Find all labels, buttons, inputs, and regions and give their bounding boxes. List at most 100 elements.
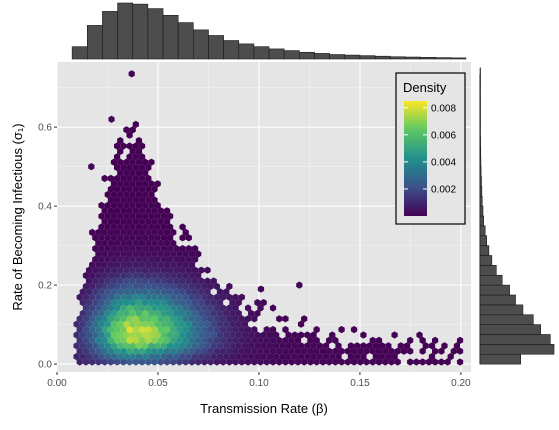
hex-cell (213, 347, 220, 355)
hex-cell (204, 299, 211, 307)
hex-cell (163, 218, 171, 226)
hex-cell (173, 353, 180, 361)
hex-cell (456, 358, 464, 366)
hex-cell (89, 347, 96, 355)
hex-cell (110, 266, 118, 274)
hex-cell (148, 320, 155, 328)
hex-cell (107, 239, 114, 247)
hex-cell (438, 358, 445, 366)
hex-cell (104, 342, 111, 350)
hex-cell (95, 239, 102, 247)
hex-cell (263, 326, 270, 334)
hex-cell (129, 147, 136, 155)
hex-cell (185, 277, 192, 285)
hex-cell (135, 137, 143, 145)
hex-cell (294, 347, 302, 355)
hex-cell (204, 342, 211, 350)
hex-cell (79, 342, 86, 350)
hex-cell (92, 288, 99, 296)
hex-cell (95, 358, 102, 366)
hex-cell (263, 347, 270, 355)
hex-cell (185, 266, 192, 274)
hex-cell (154, 320, 161, 328)
hex-cell (170, 239, 177, 247)
hex-cell (294, 336, 302, 344)
hex-cell (163, 336, 171, 344)
hex-cell (204, 288, 211, 296)
hex-cell (310, 331, 317, 339)
hex-cell (104, 331, 111, 339)
hex-cell (117, 342, 124, 350)
right-hist-bar (479, 304, 524, 316)
hex-cell (132, 164, 139, 172)
hex-cell (123, 331, 130, 339)
hex-cell (257, 304, 264, 312)
hex-cell (229, 353, 236, 361)
hex-cell (182, 326, 189, 334)
hex-cell (238, 347, 245, 355)
hex-cell (363, 347, 370, 355)
hex-cell (254, 309, 261, 317)
right-hist-bar (479, 176, 482, 187)
hex-cell (251, 358, 258, 366)
hex-cell (313, 347, 320, 355)
hex-cell (347, 342, 355, 350)
hex-cell (142, 180, 149, 188)
hex-cell (85, 309, 93, 317)
hex-cell (154, 266, 161, 274)
hex-cell (138, 185, 146, 193)
hex-cell (79, 299, 86, 307)
hex-cell (419, 347, 426, 355)
hex-cell (357, 347, 364, 355)
hex-cell (269, 304, 277, 312)
hex-cell (173, 342, 180, 350)
hex-cell (89, 282, 96, 290)
hex-cell (117, 169, 124, 177)
hex-cell (207, 304, 214, 312)
hex-cell (207, 347, 214, 355)
hex-cell (338, 347, 345, 355)
hex-cell (216, 353, 224, 361)
hex-cell (273, 353, 280, 361)
hex-cell (182, 250, 189, 258)
hex-cell (145, 239, 152, 247)
hex-cell (129, 309, 136, 317)
hex-cell (248, 353, 255, 361)
hex-cell (257, 358, 264, 366)
hex-cell (394, 358, 401, 366)
hex-cell (322, 342, 330, 350)
hex-cell (148, 288, 155, 296)
hex-cell (379, 353, 386, 361)
hex-cell (198, 309, 205, 317)
hex-cell (132, 239, 139, 247)
hex-cell (148, 277, 155, 285)
hex-cell (148, 309, 155, 317)
hex-cell (167, 212, 174, 220)
hex-cell (397, 342, 404, 350)
hex-cell (223, 288, 230, 296)
hex-cell (363, 358, 370, 366)
top-hist-bar (359, 55, 376, 60)
hex-cell (98, 223, 105, 231)
hex-cell (160, 320, 167, 328)
hex-cell (216, 320, 224, 328)
hex-cell (107, 196, 114, 204)
hex-cell (92, 266, 99, 274)
hex-cell (191, 288, 199, 296)
hex-cell (107, 315, 114, 323)
hex-cell (148, 245, 155, 253)
right-hist-bar (479, 225, 486, 237)
hex-cell (138, 326, 146, 334)
hex-cell (260, 299, 267, 307)
legend-tick-label: 0.006 (431, 130, 456, 141)
legend-colorbar (404, 101, 427, 216)
hex-cell (173, 255, 180, 263)
hex-cell (441, 342, 448, 350)
hex-cell (329, 331, 336, 339)
hex-cell (176, 315, 183, 323)
right-hist-bar (479, 186, 483, 197)
hex-cell (123, 255, 130, 263)
hex-cell (107, 207, 114, 215)
hex-cell (154, 212, 161, 220)
hex-cell (207, 293, 214, 301)
